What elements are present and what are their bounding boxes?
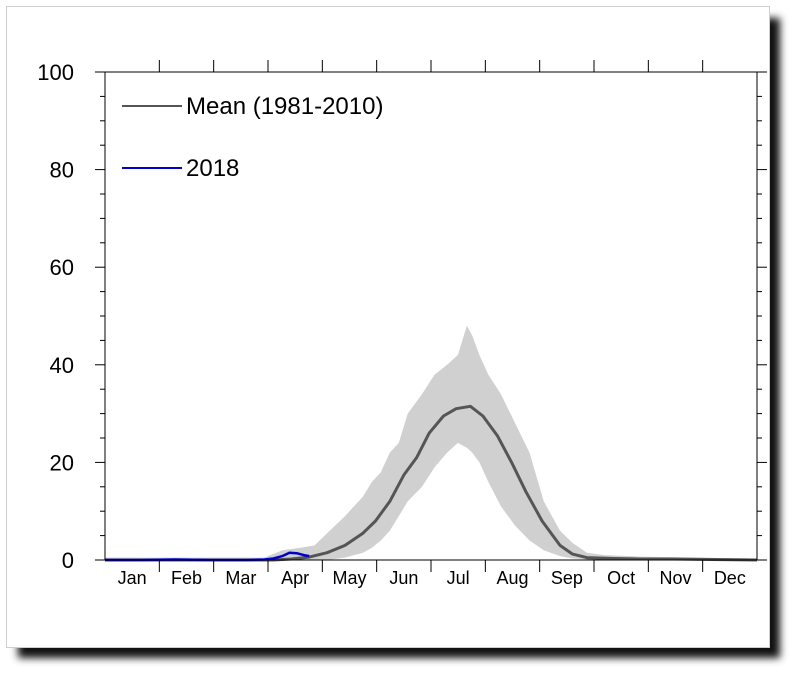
x-tick-label: Oct: [607, 568, 635, 588]
plot-area: [105, 72, 757, 560]
x-tick-label: Dec: [714, 568, 746, 588]
x-tick-label: Mar: [225, 568, 256, 588]
y-tick-label: 0: [62, 548, 74, 573]
y-tick-label: 80: [50, 158, 74, 183]
y-tick-label: 100: [37, 60, 74, 85]
legend-label-2018: 2018: [186, 155, 239, 182]
legend-label-mean: Mean (1981-2010): [186, 93, 383, 120]
series-line-mean: [105, 404, 758, 562]
legend: Mean (1981-2010) 2018: [122, 93, 383, 182]
y-axis: 0 20 40 60 80 100: [37, 60, 767, 573]
y-tick-label: 40: [50, 353, 74, 378]
x-axis: Jan Feb Mar Apr May Jun Jul Aug Sep Oct Nov Dec: [118, 60, 746, 588]
y-tick-label: 20: [50, 450, 74, 475]
x-tick-label: May: [332, 568, 366, 588]
x-tick-label: Sep: [551, 568, 583, 588]
x-tick-label: Jan: [118, 568, 147, 588]
x-tick-label: Jul: [447, 568, 470, 588]
x-tick-label: Feb: [171, 568, 202, 588]
y-tick-label: 60: [50, 255, 74, 280]
band-layer: [105, 325, 757, 560]
x-tick-label: Jun: [389, 568, 418, 588]
x-tick-label: Aug: [496, 568, 528, 588]
range-band: [105, 325, 757, 560]
x-tick-label: Nov: [659, 568, 691, 588]
x-tick-label: Apr: [281, 568, 309, 588]
